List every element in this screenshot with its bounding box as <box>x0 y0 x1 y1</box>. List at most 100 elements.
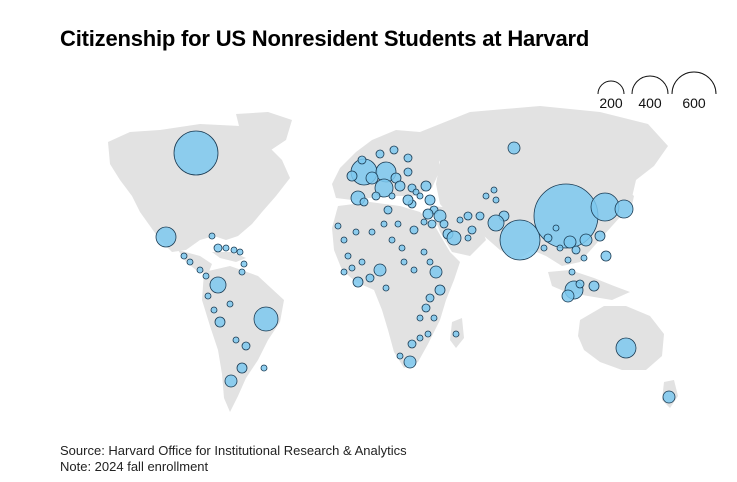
country-bubble <box>230 246 238 254</box>
country-bubble <box>427 219 437 229</box>
country-bubble <box>210 306 218 314</box>
country-bubble <box>224 374 238 388</box>
country-bubble <box>365 273 375 283</box>
country-bubble <box>226 300 234 308</box>
legend-arc-600 <box>671 71 717 95</box>
country-bubble <box>426 258 434 266</box>
country-bubble <box>430 314 438 322</box>
country-bubble <box>403 355 417 369</box>
country-bubble <box>434 284 446 296</box>
country-bubble <box>429 265 443 279</box>
country-bubble <box>214 316 226 328</box>
enrollment-note: Note: 2024 fall enrollment <box>60 459 209 474</box>
country-bubble <box>421 303 431 313</box>
country-bubble <box>213 243 223 253</box>
country-bubble <box>463 211 473 221</box>
country-bubble <box>456 216 464 224</box>
country-bubble <box>407 339 417 349</box>
country-bubble <box>579 233 593 247</box>
country-bubble <box>382 284 390 292</box>
country-bubble <box>340 236 348 244</box>
country-bubble <box>173 130 219 176</box>
country-bubble <box>580 254 588 262</box>
country-bubble <box>389 145 399 155</box>
country-bubble <box>475 211 485 221</box>
land-australia <box>578 306 664 370</box>
country-bubble <box>487 214 505 232</box>
country-bubble <box>563 235 577 249</box>
country-bubble <box>388 236 396 244</box>
country-bubble <box>490 186 498 194</box>
country-bubble <box>561 289 575 303</box>
country-bubble <box>365 171 379 185</box>
country-bubble <box>464 234 472 242</box>
land-south-america <box>202 266 284 412</box>
country-bubble <box>208 232 216 240</box>
country-bubble <box>388 192 396 200</box>
country-bubble <box>402 194 414 206</box>
country-bubble <box>344 252 352 260</box>
country-bubble <box>400 258 408 266</box>
map-legend: 200 400 600 <box>597 71 717 111</box>
country-bubble <box>507 141 521 155</box>
country-bubble <box>420 180 432 192</box>
country-bubble <box>452 330 460 338</box>
country-bubble <box>416 334 424 342</box>
country-bubble <box>375 149 385 159</box>
country-bubble <box>403 167 413 177</box>
country-bubble <box>412 188 420 196</box>
country-bubble <box>352 276 364 288</box>
country-bubble <box>420 248 428 256</box>
country-bubble <box>594 230 606 242</box>
country-bubble <box>196 266 204 274</box>
country-bubble <box>236 248 244 256</box>
country-bubble <box>383 205 393 215</box>
country-bubble <box>499 219 541 261</box>
bubble-layer <box>155 130 676 404</box>
country-bubble <box>155 226 177 248</box>
country-bubble <box>380 220 388 228</box>
country-bubble <box>446 230 462 246</box>
country-bubble <box>357 155 367 165</box>
country-bubble <box>396 352 404 360</box>
country-bubble <box>439 219 449 229</box>
country-bubble <box>552 224 560 232</box>
country-bubble <box>571 245 581 255</box>
country-bubble <box>346 170 358 182</box>
country-bubble <box>394 220 402 228</box>
country-bubble <box>204 292 212 300</box>
land-north-america <box>108 124 290 252</box>
legend-arc-200 <box>597 80 625 95</box>
legend-label-200: 200 <box>599 95 623 111</box>
land-asia <box>420 106 668 266</box>
country-bubble <box>540 244 548 252</box>
country-bubble <box>615 337 637 359</box>
country-bubble <box>662 390 676 404</box>
page-title: Citizenship for US Nonresident Students … <box>60 26 590 51</box>
country-bubble <box>260 364 268 372</box>
country-bubble <box>433 209 447 223</box>
land-caribbean <box>212 252 246 262</box>
country-bubble <box>588 280 600 292</box>
country-bubble <box>240 260 248 268</box>
country-bubble <box>238 268 246 276</box>
country-bubble <box>424 194 436 206</box>
country-bubble <box>467 225 477 235</box>
country-bubble <box>482 192 490 200</box>
country-bubble <box>416 314 424 322</box>
country-bubble <box>564 256 572 264</box>
country-bubble <box>374 178 394 198</box>
country-bubble <box>359 197 369 207</box>
country-bubble <box>416 192 424 200</box>
legend-label-600: 600 <box>682 95 706 111</box>
country-bubble <box>575 279 585 289</box>
legend-label-400: 400 <box>638 95 662 111</box>
country-bubble <box>373 263 387 277</box>
legend-arc-400 <box>631 75 669 95</box>
country-bubble <box>334 222 342 230</box>
land-greenland <box>236 112 292 152</box>
country-bubble <box>340 268 348 276</box>
country-bubble <box>253 306 279 332</box>
source-note: Source: Harvard Office for Institutional… <box>60 443 407 458</box>
